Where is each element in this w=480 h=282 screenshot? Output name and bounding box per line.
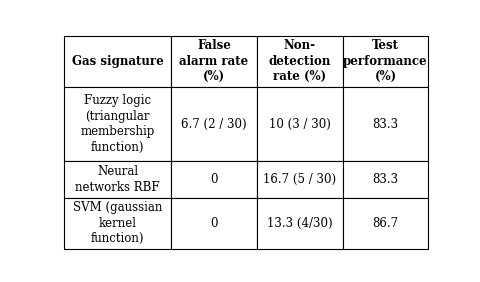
- Text: 83.3: 83.3: [372, 118, 398, 131]
- Bar: [64, 161, 171, 198]
- Text: 13.3 (4/30): 13.3 (4/30): [267, 217, 333, 230]
- Text: Gas signature: Gas signature: [72, 55, 163, 68]
- Bar: [257, 161, 343, 198]
- Text: False
alarm rate
(%): False alarm rate (%): [180, 39, 249, 83]
- Bar: [343, 36, 428, 87]
- Text: Non-
detection
rate (%): Non- detection rate (%): [269, 39, 331, 83]
- Bar: [171, 198, 257, 249]
- Text: 0: 0: [210, 217, 218, 230]
- Bar: [171, 161, 257, 198]
- Bar: [257, 198, 343, 249]
- Bar: [343, 198, 428, 249]
- Bar: [64, 36, 171, 87]
- Text: Test
performance
(%): Test performance (%): [343, 39, 428, 83]
- Text: 86.7: 86.7: [372, 217, 398, 230]
- Bar: [343, 161, 428, 198]
- Bar: [171, 87, 257, 161]
- Bar: [171, 36, 257, 87]
- Text: 16.7 (5 / 30): 16.7 (5 / 30): [263, 173, 336, 186]
- Bar: [257, 36, 343, 87]
- Bar: [343, 87, 428, 161]
- Bar: [64, 87, 171, 161]
- Text: 6.7 (2 / 30): 6.7 (2 / 30): [181, 118, 247, 131]
- Bar: [257, 87, 343, 161]
- Text: 10 (3 / 30): 10 (3 / 30): [269, 118, 331, 131]
- Text: Fuzzy logic
(triangular
membership
function): Fuzzy logic (triangular membership funct…: [80, 94, 155, 154]
- Text: 83.3: 83.3: [372, 173, 398, 186]
- Bar: [64, 198, 171, 249]
- Text: SVM (gaussian
kernel
function): SVM (gaussian kernel function): [73, 201, 162, 245]
- Text: 0: 0: [210, 173, 218, 186]
- Text: Neural
networks RBF: Neural networks RBF: [75, 166, 160, 194]
